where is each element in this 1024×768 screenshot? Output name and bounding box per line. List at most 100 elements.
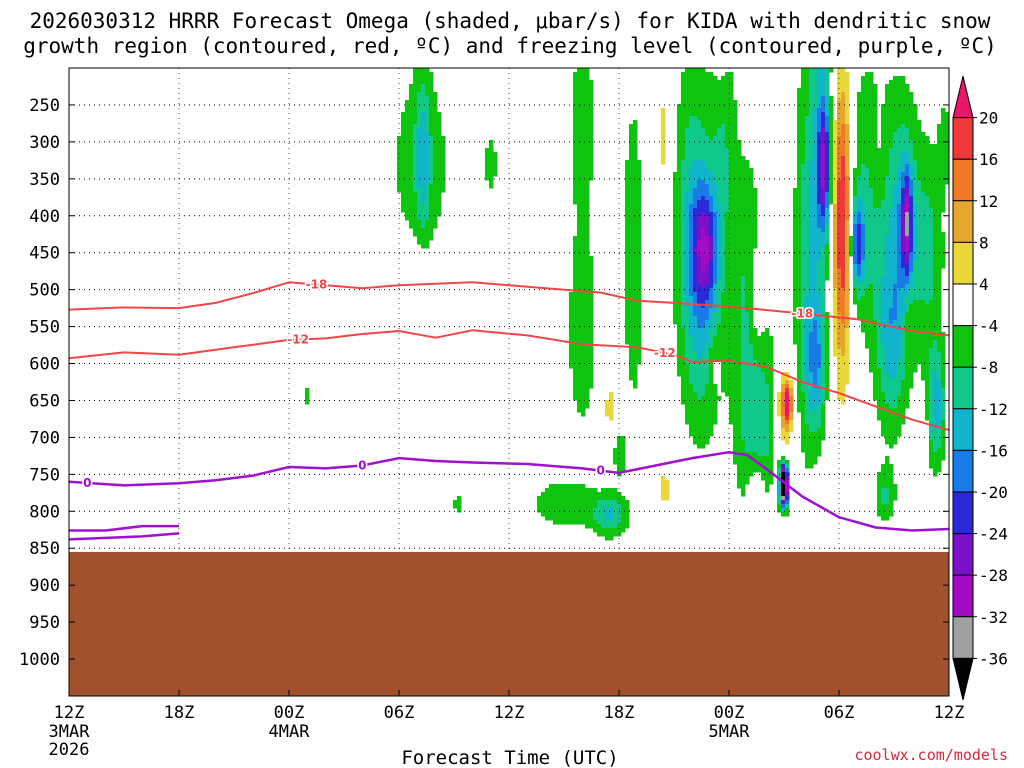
omega-cell	[805, 244, 810, 249]
omega-cell	[781, 512, 786, 517]
omega-cell	[793, 324, 798, 329]
omega-cell	[733, 152, 738, 157]
omega-cell	[833, 184, 838, 189]
omega-cell	[869, 260, 874, 265]
omega-cell	[693, 188, 698, 193]
omega-cell	[801, 192, 806, 197]
omega-cell	[837, 240, 842, 245]
omega-cell	[805, 192, 810, 197]
omega-cell	[753, 344, 758, 349]
omega-cell	[413, 228, 418, 233]
omega-cell	[593, 512, 598, 517]
omega-cell	[845, 264, 850, 269]
omega-cell	[821, 156, 826, 161]
omega-cell	[697, 112, 702, 117]
omega-cell	[797, 220, 802, 225]
omega-cell	[733, 260, 738, 265]
omega-cell	[573, 192, 578, 197]
omega-cell	[569, 320, 574, 325]
omega-cell	[861, 216, 866, 221]
omega-cell	[753, 424, 758, 429]
omega-cell	[833, 136, 838, 141]
omega-cell	[581, 148, 586, 153]
omega-cell	[853, 192, 858, 197]
omega-cell	[813, 172, 818, 177]
omega-cell	[841, 288, 846, 293]
omega-cell	[845, 176, 850, 181]
omega-cell	[437, 164, 442, 169]
omega-cell	[689, 192, 694, 197]
omega-cell	[809, 136, 814, 141]
omega-cell	[637, 248, 642, 253]
omega-cell	[689, 120, 694, 125]
omega-cell	[425, 112, 430, 117]
omega-cell	[813, 144, 818, 149]
omega-cell	[573, 148, 578, 153]
omega-cell	[821, 324, 826, 329]
omega-cell	[813, 184, 818, 189]
omega-cell	[437, 144, 442, 149]
omega-cell	[869, 340, 874, 345]
omega-cell	[857, 132, 862, 137]
omega-cell	[405, 116, 410, 121]
omega-cell	[573, 256, 578, 261]
omega-cell	[489, 168, 494, 173]
omega-cell	[633, 304, 638, 309]
omega-cell	[605, 412, 610, 417]
omega-cell	[825, 92, 830, 97]
omega-cell	[541, 496, 546, 501]
omega-cell	[589, 384, 594, 389]
omega-cell	[869, 232, 874, 237]
omega-cell	[589, 120, 594, 125]
omega-cell	[405, 140, 410, 145]
omega-cell	[801, 148, 806, 153]
omega-cell	[877, 272, 882, 277]
omega-cell	[585, 300, 590, 305]
omega-cell	[633, 124, 638, 129]
omega-cell	[817, 144, 822, 149]
omega-cell	[421, 212, 426, 217]
omega-cell	[845, 112, 850, 117]
omega-cell	[557, 492, 562, 497]
omega-cell	[637, 264, 642, 269]
omega-cell	[577, 344, 582, 349]
omega-cell	[821, 112, 826, 117]
omega-cell	[729, 264, 734, 269]
omega-cell	[765, 404, 770, 409]
omega-cell	[717, 248, 722, 253]
omega-cell	[633, 348, 638, 353]
omega-cell	[601, 504, 606, 509]
omega-cell	[677, 364, 682, 369]
omega-cell	[761, 368, 766, 373]
omega-cell	[837, 88, 842, 93]
omega-cell	[693, 336, 698, 341]
omega-cell	[821, 140, 826, 145]
omega-cell	[745, 188, 750, 193]
omega-cell	[713, 132, 718, 137]
omega-cell	[685, 224, 690, 229]
omega-cell	[693, 236, 698, 241]
omega-cell	[573, 120, 578, 125]
omega-cell	[765, 488, 770, 493]
omega-cell	[817, 364, 822, 369]
omega-cell	[637, 232, 642, 237]
omega-cell	[697, 440, 702, 445]
omega-cell	[809, 416, 814, 421]
omega-cell	[573, 156, 578, 161]
omega-cell	[429, 196, 434, 201]
omega-cell	[837, 260, 842, 265]
omega-cell	[585, 380, 590, 385]
omega-cell	[881, 408, 886, 413]
omega-cell	[705, 400, 710, 405]
omega-cell	[733, 112, 738, 117]
omega-cell	[413, 180, 418, 185]
omega-cell	[705, 188, 710, 193]
omega-cell	[693, 296, 698, 301]
omega-cell	[817, 400, 822, 405]
omega-cell	[697, 332, 702, 337]
omega-cell	[749, 288, 754, 293]
omega-cell	[409, 140, 414, 145]
omega-cell	[701, 192, 706, 197]
omega-cell	[629, 160, 634, 165]
omega-cell	[705, 416, 710, 421]
